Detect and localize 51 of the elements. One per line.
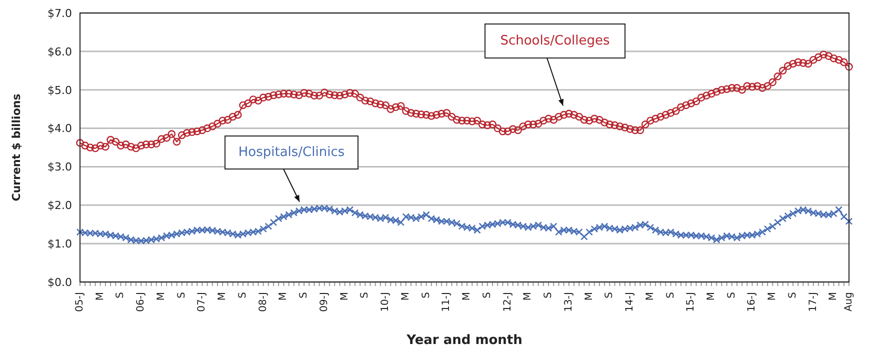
x-tick-label: S [665, 292, 676, 298]
x-tick-label: S [604, 292, 616, 298]
x-tick-label: 10-J [380, 292, 392, 312]
x-tick-label: S [482, 292, 493, 298]
x-tick-label: M [522, 292, 534, 301]
x-tick-label: S [787, 292, 798, 298]
x-tick-label: S [726, 292, 738, 298]
y-tick-label: $1.0 [48, 237, 72, 250]
x-axis-title: Year and month [406, 333, 522, 348]
y-tick-label: $6.0 [48, 45, 72, 58]
x-tick-label: M [584, 292, 595, 301]
x-tick-label: M [706, 292, 717, 301]
y-tick-label: $4.0 [48, 122, 72, 136]
x-tick-label: M [339, 292, 350, 301]
x-tick-label: M [217, 292, 228, 301]
x-tick-label: 07-J [196, 292, 208, 312]
y-tick-label: $0.0 [48, 276, 72, 289]
x-tick-label: M [278, 292, 290, 301]
x-tick-label: 08-J [258, 292, 269, 312]
x-tick-label: S [543, 292, 554, 298]
x-tick-label: 06-J [136, 292, 147, 312]
x-tick-label: 16-J [746, 292, 758, 312]
x-tick-label: S [360, 292, 371, 298]
text: Schools/Colleges [500, 34, 610, 48]
x-tick-label: 13-J [563, 292, 574, 312]
x-tick-label: 12-J [502, 292, 514, 312]
x-tick-label: M [644, 292, 656, 301]
x-tick-label: 14-J [624, 292, 636, 312]
x-tick-label: M [156, 292, 167, 301]
x-tick-label: Aug [844, 292, 854, 312]
x-tick-label: S [176, 292, 188, 298]
y-tick-label: $5.0 [48, 84, 72, 97]
x-tick-label: M [400, 292, 412, 301]
x-tick-label: 15-J [686, 292, 697, 312]
y-tick-label: $3.0 [48, 160, 72, 174]
y-axis-title: Current $ billions [10, 93, 23, 202]
x-tick-label: M [462, 292, 473, 301]
x-tick-label: S [237, 292, 248, 298]
x-tick-label: S [115, 292, 126, 298]
y-tick-label: $2.0 [48, 199, 72, 212]
x-tick-label: M [828, 292, 840, 301]
x-tick-label: 05-J [74, 292, 86, 312]
text: Hospitals/Clinics [238, 145, 345, 160]
x-tick-label: M [767, 292, 778, 301]
y-tick-label: $7.0 [48, 6, 72, 20]
x-tick-label: S [298, 292, 310, 298]
x-tick-label: M [94, 292, 106, 301]
x-tick-label: 11-J [441, 292, 452, 312]
x-tick-label: 09-J [318, 292, 330, 312]
x-tick-label: 17-J [808, 292, 819, 312]
x-tick-label: S [420, 292, 432, 298]
